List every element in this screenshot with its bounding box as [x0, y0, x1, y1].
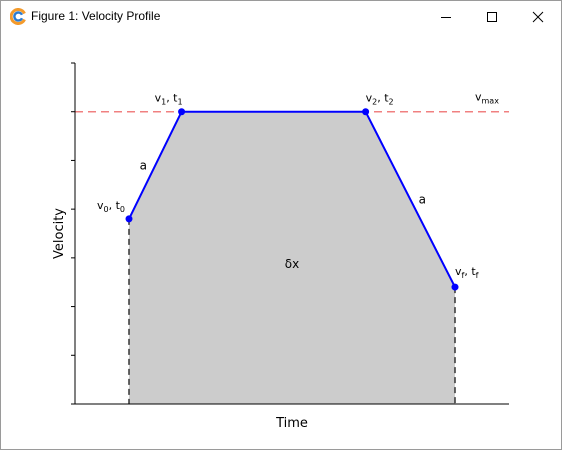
- close-icon: [532, 11, 544, 22]
- app-icon: [10, 8, 26, 25]
- figure-canvas: v0, t0 v1, t1 v2, t2 vf, tf vmax a a δx Time Velo…: [1, 32, 561, 449]
- maximize-icon: [487, 11, 497, 22]
- point-label: v2, t2: [366, 92, 394, 107]
- data-point: [451, 283, 459, 291]
- point-label: v0, t0: [97, 199, 125, 214]
- point-label: v1, t1: [155, 92, 183, 107]
- maximize-button[interactable]: [469, 1, 515, 32]
- y-axis-label: Velocity: [52, 208, 67, 259]
- title-bar[interactable]: Figure 1: Velocity Profile: [1, 1, 561, 32]
- velocity-line: [128, 110, 456, 288]
- accel-label: a: [140, 158, 147, 172]
- velocity-chart: v0, t0 v1, t1 v2, t2 vf, tf vmax a a δx Time Velo…: [52, 62, 509, 431]
- minimize-button[interactable]: [423, 1, 469, 32]
- close-button[interactable]: [515, 1, 561, 32]
- point-label: vf, tf: [455, 265, 479, 280]
- window-title: Figure 1: Velocity Profile: [31, 9, 161, 23]
- area-under-curve: [129, 111, 455, 404]
- data-point: [125, 215, 133, 223]
- minimize-icon: [441, 16, 451, 18]
- x-axis-label: Time: [275, 416, 308, 431]
- area-label: δx: [285, 257, 299, 271]
- data-point: [178, 108, 186, 116]
- data-point: [362, 108, 370, 116]
- vmax-label: vmax: [475, 91, 499, 106]
- decel-label: a: [419, 192, 426, 206]
